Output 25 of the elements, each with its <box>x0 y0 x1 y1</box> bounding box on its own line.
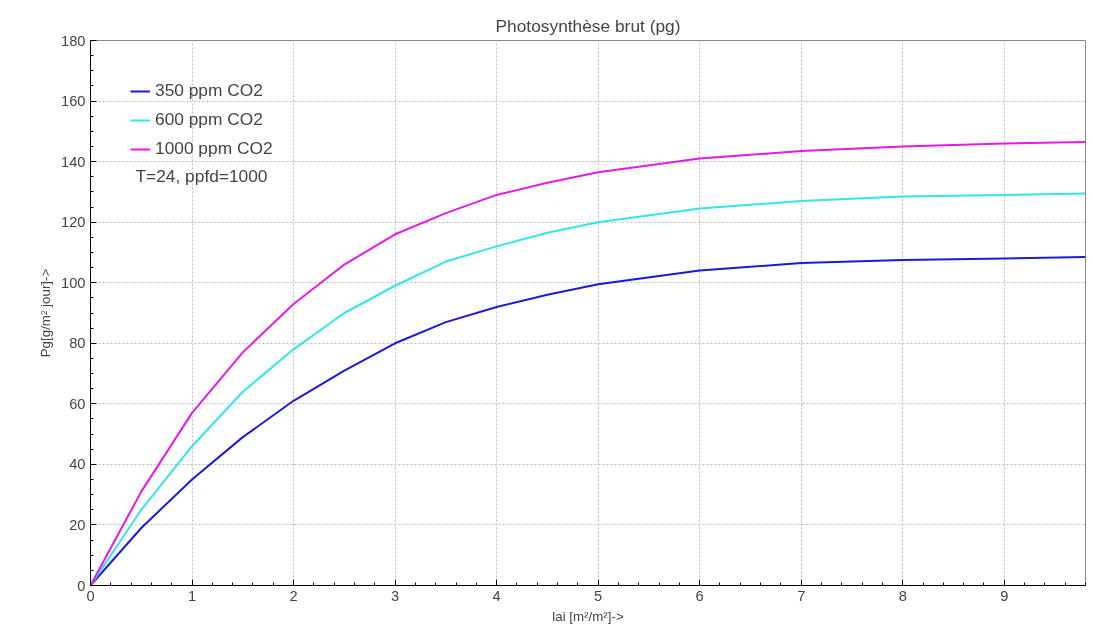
x-tick-label: 1 <box>187 587 197 604</box>
y-tick-label: 140 <box>61 153 86 170</box>
x-tick-label: 9 <box>1000 587 1009 604</box>
y-tick-label: 100 <box>61 274 86 291</box>
y-tick-label: 120 <box>61 214 86 231</box>
chart-title: Photosynthèse brut (pg) <box>495 15 681 36</box>
x-tick-label: 2 <box>289 587 298 604</box>
legend-label: 600 ppm CO2 <box>155 109 263 130</box>
x-tick-label: 6 <box>695 587 704 604</box>
y-tick-label: 40 <box>69 456 86 473</box>
y-tick-label: 160 <box>61 93 86 110</box>
x-axis-title: lai [m²/m²]-> <box>552 608 624 624</box>
y-tick-label: 20 <box>69 516 86 533</box>
x-tick-label: 5 <box>594 587 603 604</box>
y-tick-label: 60 <box>69 395 86 412</box>
x-tick-label: 3 <box>391 587 400 604</box>
y-axis-title: Pg[g/m² jour]-> <box>38 268 54 358</box>
y-tick-label: 80 <box>69 335 86 352</box>
annotation: T=24, ppfd=1000 <box>135 165 268 186</box>
x-tick-label: 4 <box>492 587 501 604</box>
legend-label: 1000 ppm CO2 <box>155 138 273 159</box>
legend-label: 350 ppm CO2 <box>155 80 263 101</box>
x-tick-label: 7 <box>797 587 806 604</box>
x-tick-label: 8 <box>898 587 907 604</box>
y-tick-label: 180 <box>61 32 86 49</box>
